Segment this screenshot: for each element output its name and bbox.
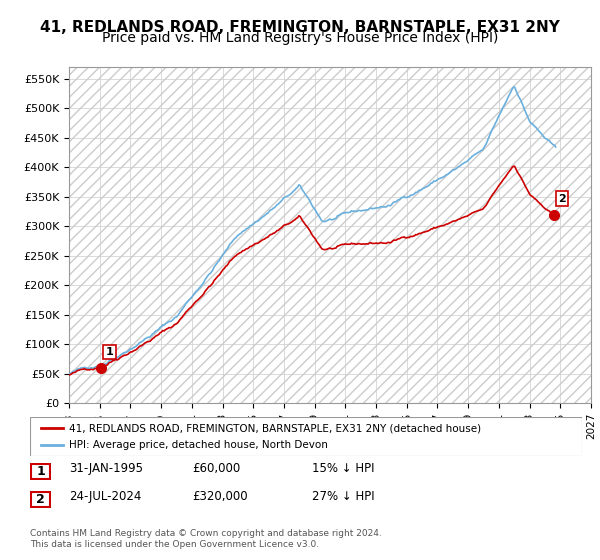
Text: 41, REDLANDS ROAD, FREMINGTON, BARNSTAPLE, EX31 2NY (detached house): 41, REDLANDS ROAD, FREMINGTON, BARNSTAPL… xyxy=(68,423,481,433)
FancyBboxPatch shape xyxy=(31,492,50,507)
Text: 2: 2 xyxy=(558,194,566,204)
Text: 27% ↓ HPI: 27% ↓ HPI xyxy=(312,489,374,502)
FancyBboxPatch shape xyxy=(31,464,50,479)
Text: HPI: Average price, detached house, North Devon: HPI: Average price, detached house, Nort… xyxy=(68,440,328,450)
Text: 1: 1 xyxy=(106,347,113,357)
Text: 41, REDLANDS ROAD, FREMINGTON, BARNSTAPLE, EX31 2NY: 41, REDLANDS ROAD, FREMINGTON, BARNSTAPL… xyxy=(40,20,560,35)
Text: 1: 1 xyxy=(36,465,45,478)
FancyBboxPatch shape xyxy=(30,417,582,456)
Text: 15% ↓ HPI: 15% ↓ HPI xyxy=(312,461,374,474)
Text: Price paid vs. HM Land Registry's House Price Index (HPI): Price paid vs. HM Land Registry's House … xyxy=(102,31,498,45)
Text: 24-JUL-2024: 24-JUL-2024 xyxy=(69,489,142,502)
Text: £60,000: £60,000 xyxy=(192,461,240,474)
Text: Contains HM Land Registry data © Crown copyright and database right 2024.
This d: Contains HM Land Registry data © Crown c… xyxy=(30,529,382,549)
Text: 2: 2 xyxy=(36,493,45,506)
Text: 31-JAN-1995: 31-JAN-1995 xyxy=(69,461,143,474)
Text: £320,000: £320,000 xyxy=(192,489,248,502)
